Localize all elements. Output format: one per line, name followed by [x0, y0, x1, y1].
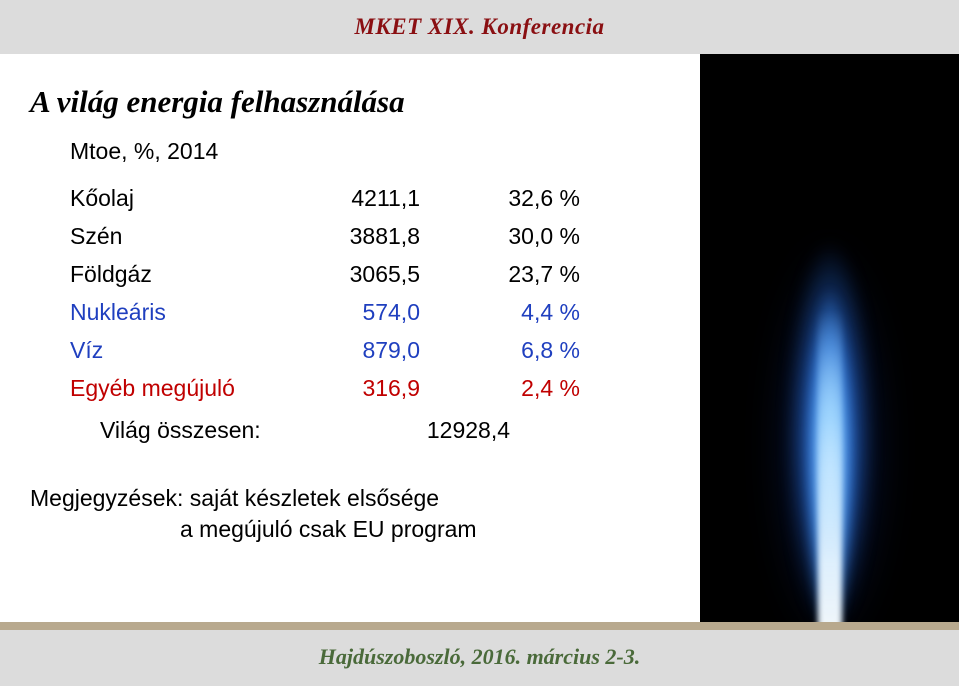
value-cell: 574,0 [290, 299, 460, 326]
header-bar: MKET XIX. Konferencia [0, 0, 959, 54]
subtitle: Mtoe, %, 2014 [70, 138, 670, 165]
total-label: Világ összesen: [70, 417, 330, 444]
footer-text: Hajdúszoboszló, 2016. március 2-3. [319, 644, 641, 670]
header-title: MKET XIX. Konferencia [354, 14, 604, 40]
table-row: Víz879,06,8 % [70, 331, 670, 369]
value-cell: 316,9 [290, 375, 460, 402]
energy-table: Kőolaj4211,132,6 %Szén3881,830,0 %Földgá… [70, 179, 670, 449]
table-row: Nukleáris574,04,4 % [70, 293, 670, 331]
category-cell: Kőolaj [70, 185, 290, 212]
notes: Megjegyzések: saját készletek elsősége a… [30, 485, 670, 543]
value-cell: 879,0 [290, 337, 460, 364]
note-line-2: a megújuló csak EU program [180, 516, 670, 543]
value-cell: 3065,5 [290, 261, 460, 288]
total-value: 12928,4 [330, 417, 520, 444]
percent-cell: 32,6 % [460, 185, 580, 212]
table-row: Kőolaj4211,132,6 % [70, 179, 670, 217]
note-line-1: Megjegyzések: saját készletek elsősége [30, 485, 670, 512]
percent-cell: 2,4 % [460, 375, 580, 402]
category-cell: Földgáz [70, 261, 290, 288]
page-number: 3 [930, 604, 939, 624]
category-cell: Egyéb megújuló [70, 375, 290, 402]
value-cell: 3881,8 [290, 223, 460, 250]
page-title: A világ energia felhasználása [30, 84, 670, 120]
percent-cell: 23,7 % [460, 261, 580, 288]
percent-cell: 4,4 % [460, 299, 580, 326]
footer-cap [0, 622, 959, 630]
category-cell: Nukleáris [70, 299, 290, 326]
table-row: Egyéb megújuló316,92,4 % [70, 369, 670, 407]
category-cell: Víz [70, 337, 290, 364]
table-row: Szén3881,830,0 % [70, 217, 670, 255]
content-area: A világ energia felhasználása Mtoe, %, 2… [0, 54, 700, 630]
total-row: Világ összesen: 12928,4 [70, 411, 670, 449]
category-cell: Szén [70, 223, 290, 250]
side-flame-image [700, 54, 959, 630]
percent-cell: 6,8 % [460, 337, 580, 364]
table-row: Földgáz3065,523,7 % [70, 255, 670, 293]
footer-bar: Hajdúszoboszló, 2016. március 2-3. [0, 630, 959, 686]
value-cell: 4211,1 [290, 185, 460, 212]
percent-cell: 30,0 % [460, 223, 580, 250]
